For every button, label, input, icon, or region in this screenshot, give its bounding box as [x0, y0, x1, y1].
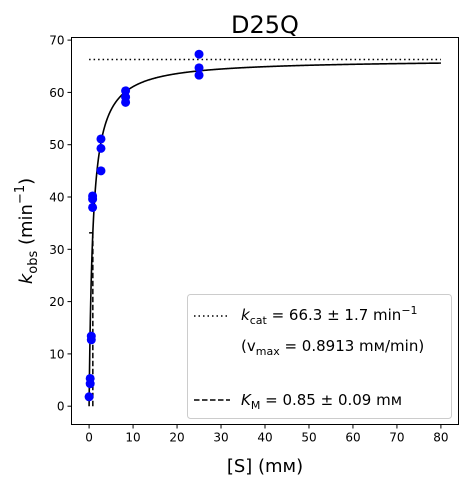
data-point	[96, 134, 106, 144]
x-tick-label: 70	[389, 431, 404, 445]
data-point	[85, 373, 95, 383]
legend-box	[187, 294, 452, 419]
y-tick-label: 40	[49, 191, 64, 205]
legend-kcat-sub: cat	[250, 314, 268, 327]
data-point	[194, 63, 204, 73]
y-axis-ticks: 0 10 20 30 40 50 60 70	[49, 34, 72, 414]
y-axis-label-close: )	[16, 178, 37, 185]
y-tick-label: 10	[49, 347, 64, 361]
legend-km-rest: = 0.85 ± 0.09 mм	[260, 391, 402, 409]
x-tick-label: 60	[345, 431, 360, 445]
legend-vmax-sub: max	[256, 345, 280, 358]
x-tick-label: 10	[125, 431, 140, 445]
data-point	[194, 70, 204, 80]
y-axis-label-sup: −1	[13, 185, 28, 204]
data-point	[88, 202, 98, 212]
legend-kcat-main: k	[241, 306, 251, 324]
x-axis-label: [S] (mм)	[227, 456, 303, 477]
legend-vmax-open: (v	[241, 337, 256, 355]
legend-km-main: K	[241, 391, 252, 409]
x-tick-label: 0	[85, 431, 93, 445]
y-tick-label: 30	[49, 243, 64, 257]
data-point	[96, 143, 106, 153]
y-axis-label-main: k	[16, 272, 37, 284]
michaelis-menten-fit-curve	[88, 62, 441, 407]
data-point	[121, 86, 131, 96]
legend-km-label: KM = 0.85 ± 0.09 mм	[241, 391, 402, 412]
legend-km-sub: M	[251, 399, 261, 412]
data-point	[194, 49, 204, 59]
data-point	[84, 392, 94, 402]
y-tick-label: 50	[49, 138, 64, 152]
y-axis-label-sub: obs	[26, 251, 41, 274]
y-tick-label: 20	[49, 295, 64, 309]
y-tick-label: 70	[49, 34, 64, 48]
legend-vmax-label: (vmax = 0.8913 mм/min)	[241, 337, 424, 358]
data-point	[88, 191, 98, 201]
y-tick-label: 60	[49, 86, 64, 100]
points-layer	[84, 49, 204, 402]
chart-title: D25Q	[231, 11, 299, 39]
legend: kcat = 66.3 ± 1.7 min−1 (vmax = 0.8913 m…	[187, 294, 452, 419]
data-point	[86, 331, 96, 341]
x-axis-ticks: 0 10 20 30 40 50 60 70 80	[85, 424, 449, 445]
x-tick-label: 40	[257, 431, 272, 445]
legend-kcat-label: kcat = 66.3 ± 1.7 min−1	[241, 304, 418, 327]
legend-kcat-rest: = 66.3 ± 1.7 min	[267, 306, 402, 324]
x-tick-label: 20	[169, 431, 184, 445]
legend-kcat-sup: −1	[401, 304, 417, 317]
legend-vmax-rest: = 0.8913 mм/min)	[280, 337, 424, 355]
data-point	[121, 92, 131, 102]
y-axis-label: kobs (min−1)	[13, 178, 41, 284]
y-tick-label: 0	[57, 400, 65, 414]
x-tick-label: 30	[213, 431, 228, 445]
x-tick-label: 50	[301, 431, 316, 445]
y-axis-label-rest: (min	[16, 204, 37, 251]
x-tick-label: 80	[433, 431, 448, 445]
data-point	[96, 166, 106, 176]
